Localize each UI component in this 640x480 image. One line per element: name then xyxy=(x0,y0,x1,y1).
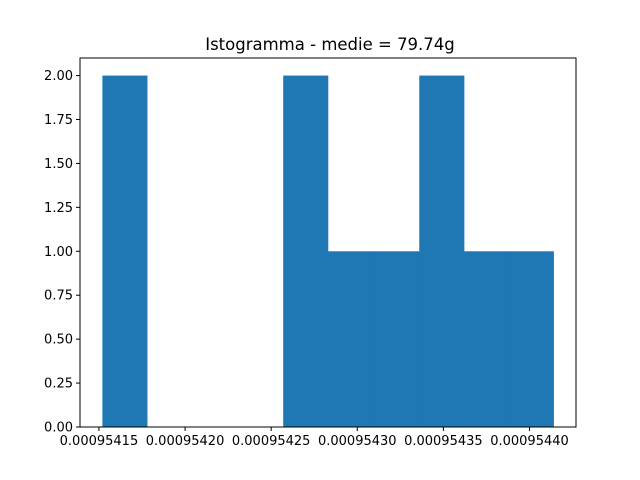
histogram-bar xyxy=(372,251,420,427)
histogram-bar xyxy=(419,75,465,427)
x-tick-label: 0.00095440 xyxy=(490,434,569,449)
y-tick-label: 1.50 xyxy=(44,157,73,172)
histogram-bar xyxy=(508,251,554,427)
y-tick-label: 2.00 xyxy=(44,69,73,84)
x-tick-label: 0.00095435 xyxy=(404,434,483,449)
x-axis-ticks: 0.00095415 0.00095420 0.00095425 0.00095430… xyxy=(60,427,569,449)
chart-title: Istogramma - medie = 79.74g xyxy=(205,35,455,54)
histogram-bar xyxy=(283,75,329,427)
bars-group xyxy=(102,75,554,427)
y-tick-label: 0.25 xyxy=(44,377,73,392)
y-axis-ticks: 0.00 0.25 0.50 0.75 1.00 1.25 1.50 1.75 2.00 xyxy=(44,69,80,436)
x-tick-label: 0.00095415 xyxy=(60,434,139,449)
histogram-bar xyxy=(464,251,510,427)
y-tick-label: 0.50 xyxy=(44,333,73,348)
x-tick-label: 0.00095420 xyxy=(146,434,225,449)
x-tick-label: 0.00095425 xyxy=(232,434,311,449)
y-tick-label: 0.75 xyxy=(44,289,73,304)
y-tick-label: 1.75 xyxy=(44,113,73,128)
histogram-bar xyxy=(102,75,148,427)
histogram-bar xyxy=(328,251,374,427)
x-tick-label: 0.00095430 xyxy=(318,434,397,449)
y-tick-label: 0.00 xyxy=(44,421,73,436)
plot-frame xyxy=(79,57,577,428)
y-tick-label: 1.25 xyxy=(44,201,73,216)
y-tick-label: 1.00 xyxy=(44,245,73,260)
